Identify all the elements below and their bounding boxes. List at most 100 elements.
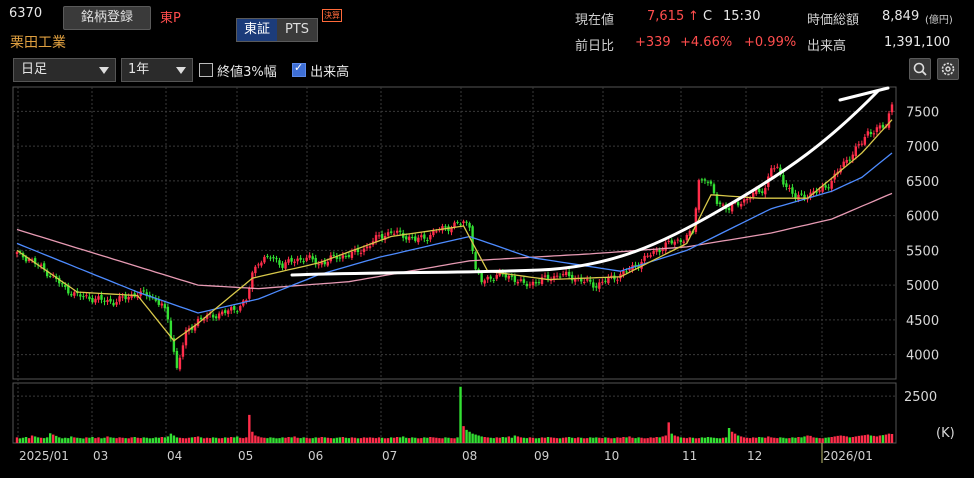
candle-body <box>712 184 716 194</box>
volume-bar <box>848 437 851 443</box>
candle-body <box>248 287 251 299</box>
candle-body <box>815 191 818 193</box>
candle-body <box>127 296 130 300</box>
candle-body <box>275 258 278 260</box>
tab-tosho[interactable]: 東証 <box>237 19 277 41</box>
candle-body <box>142 290 145 292</box>
candle-body <box>441 226 444 231</box>
candle-body <box>257 264 260 266</box>
volume-bar <box>510 437 514 443</box>
candle-body <box>332 254 336 256</box>
volume-bar <box>287 437 290 443</box>
period-select[interactable]: 日足 <box>13 58 116 82</box>
volume-bar <box>465 429 468 443</box>
volume-bar <box>329 438 332 443</box>
candle-body <box>338 257 342 259</box>
candle-body <box>887 113 891 128</box>
volume-bar <box>82 438 85 443</box>
candle-body <box>595 286 598 288</box>
trend-arrow-stroke <box>838 86 890 102</box>
volume-bar <box>444 437 447 443</box>
x-tick-label: 06 <box>308 449 323 463</box>
volume-bar <box>317 437 320 443</box>
candle-body <box>112 302 115 306</box>
change-pct: +4.66% <box>680 35 733 50</box>
checkbox-close3pct[interactable] <box>199 63 213 77</box>
volume-bar <box>667 422 670 443</box>
zoom-button[interactable] <box>909 58 931 80</box>
range-select[interactable]: 1年 <box>121 58 193 82</box>
volume-bar <box>577 437 580 443</box>
volume-bar <box>652 437 655 443</box>
volume-bar <box>797 437 800 443</box>
volume-bar <box>326 437 329 443</box>
candle-body <box>567 271 571 277</box>
candle-body <box>462 221 465 223</box>
candle-body <box>82 296 85 298</box>
volume-bar <box>341 437 345 443</box>
volume-bar <box>833 436 836 443</box>
checkbox-volume[interactable] <box>292 61 306 77</box>
candle-body <box>380 233 384 239</box>
settings-button[interactable] <box>937 58 959 80</box>
candle-body <box>163 304 167 309</box>
volume-bar <box>220 438 224 443</box>
volume-bar <box>275 438 278 443</box>
volume-bar <box>721 437 725 443</box>
candle-body <box>347 255 351 257</box>
candle-body <box>531 281 535 286</box>
volume-bar <box>742 437 746 443</box>
candle-body <box>552 276 556 279</box>
volume-bar <box>549 437 553 443</box>
volume-bar <box>685 438 689 443</box>
volume-bar <box>227 437 230 443</box>
candle-body <box>227 310 230 314</box>
x-tick-label: 04 <box>167 449 182 463</box>
volume-bar <box>320 437 323 443</box>
volume-bar <box>374 438 378 443</box>
candle-body <box>643 255 646 261</box>
candle-body <box>540 277 544 285</box>
volume-bar <box>601 438 604 443</box>
volume-bar <box>851 437 854 443</box>
candle-body <box>172 338 176 352</box>
volume-bar <box>655 437 658 443</box>
x-tick-label: 03 <box>93 449 108 463</box>
volume-bar <box>586 438 589 443</box>
volume-bar <box>353 437 357 443</box>
volume-bar <box>293 436 296 443</box>
option-close3pct[interactable]: 終値3%幅 <box>199 61 277 80</box>
candle-body <box>857 144 861 146</box>
volume-bar <box>679 437 682 443</box>
candle-body <box>320 262 323 265</box>
x-tick-label: 12 <box>747 449 762 463</box>
volume-bar <box>27 438 31 443</box>
volume-bar <box>540 437 544 443</box>
volume-bar <box>670 433 673 443</box>
candle-body <box>411 237 414 239</box>
volume-bar <box>761 437 764 443</box>
tab-pts[interactable]: PTS <box>277 19 317 41</box>
volume-bar <box>217 438 221 443</box>
candle-body <box>480 272 483 283</box>
volume-bar <box>845 436 848 443</box>
candle-body <box>697 180 701 210</box>
volume-bar <box>414 437 417 443</box>
register-button[interactable]: 銘柄登録 <box>63 6 151 30</box>
volume-bar <box>727 428 731 443</box>
volume-bar <box>338 437 342 443</box>
candle-body <box>776 166 779 168</box>
price-flag: C <box>703 9 713 24</box>
volume-bar <box>537 438 541 443</box>
volume-label: 出来高 <box>807 39 847 54</box>
candle-body <box>429 234 432 240</box>
volume-bar <box>613 438 616 443</box>
volume-bar <box>426 437 429 443</box>
option-volume[interactable]: 出来高 <box>292 61 349 80</box>
volume-bar <box>178 437 182 443</box>
volume-bar <box>61 438 64 443</box>
price-chart[interactable]: 2025/01 03 04 05 06 07 08 09 10 11 12 2026/01 7500 70… <box>0 85 974 478</box>
stock-name: 栗田工業 <box>10 35 66 51</box>
candle-body <box>507 275 511 279</box>
candle-body <box>18 251 22 253</box>
